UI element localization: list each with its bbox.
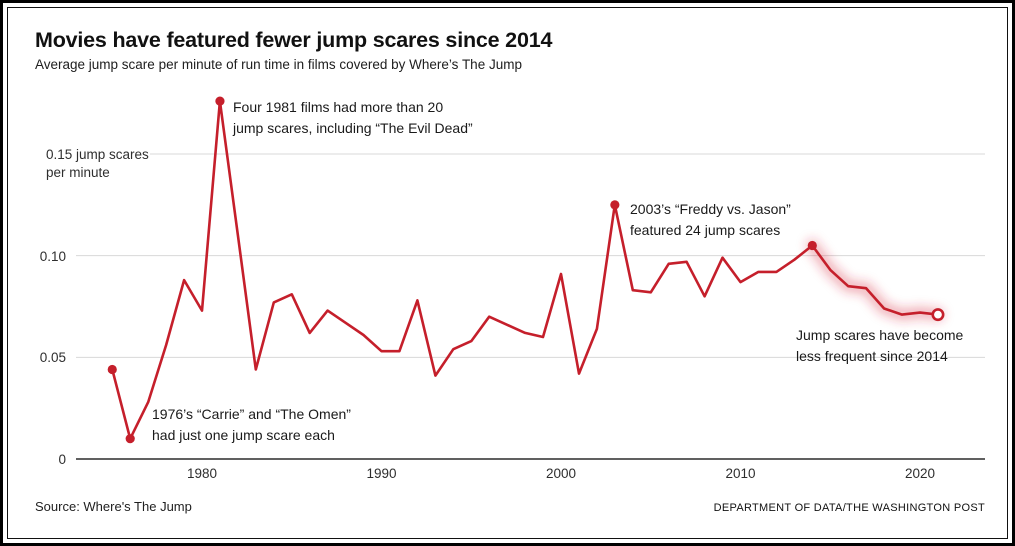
data-point-1976: [125, 434, 135, 444]
y-tick-0.05: 0.05: [39, 350, 66, 366]
data-point-1975: [107, 364, 117, 375]
source-note: Source: Where's The Jump: [35, 499, 192, 514]
x-tick-2010: 2010: [725, 466, 756, 481]
x-tick-2020: 2020: [904, 466, 936, 481]
y-tick-0: 0: [58, 452, 66, 467]
jump-scare-trend-line: [111, 99, 940, 440]
annotation-peak-2003: 2003’s “Freddy vs. Jason” featured 24 ju…: [630, 201, 791, 238]
data-point-2021-open: [931, 308, 945, 322]
data-point-1981: [215, 96, 225, 106]
y-tick-0.10: 0.10: [39, 248, 66, 264]
x-tick-2000: 2000: [545, 466, 577, 481]
y-tick-0-15: 0.15 jump scares per minute: [46, 147, 149, 181]
x-tick-1980: 1980: [186, 466, 218, 481]
annotation-low-1976: 1976’s “Carrie” and “The Omen” had just …: [152, 406, 351, 443]
credit-note: DEPARTMENT OF DATA/THE WASHINGTON POST: [713, 502, 985, 514]
page-title: Movies have featured fewer jump scares s…: [35, 28, 553, 52]
annotation-trend-2014: Jump scares have become less frequent si…: [796, 327, 964, 364]
x-tick-1990: 1990: [366, 466, 397, 481]
page-subtitle: Average jump scare per minute of run tim…: [35, 57, 522, 72]
data-point-2003: [610, 200, 620, 210]
data-point-2014: [807, 240, 817, 251]
annotation-peak-1981: Four 1981 films had more than 20 jump sc…: [233, 99, 473, 136]
